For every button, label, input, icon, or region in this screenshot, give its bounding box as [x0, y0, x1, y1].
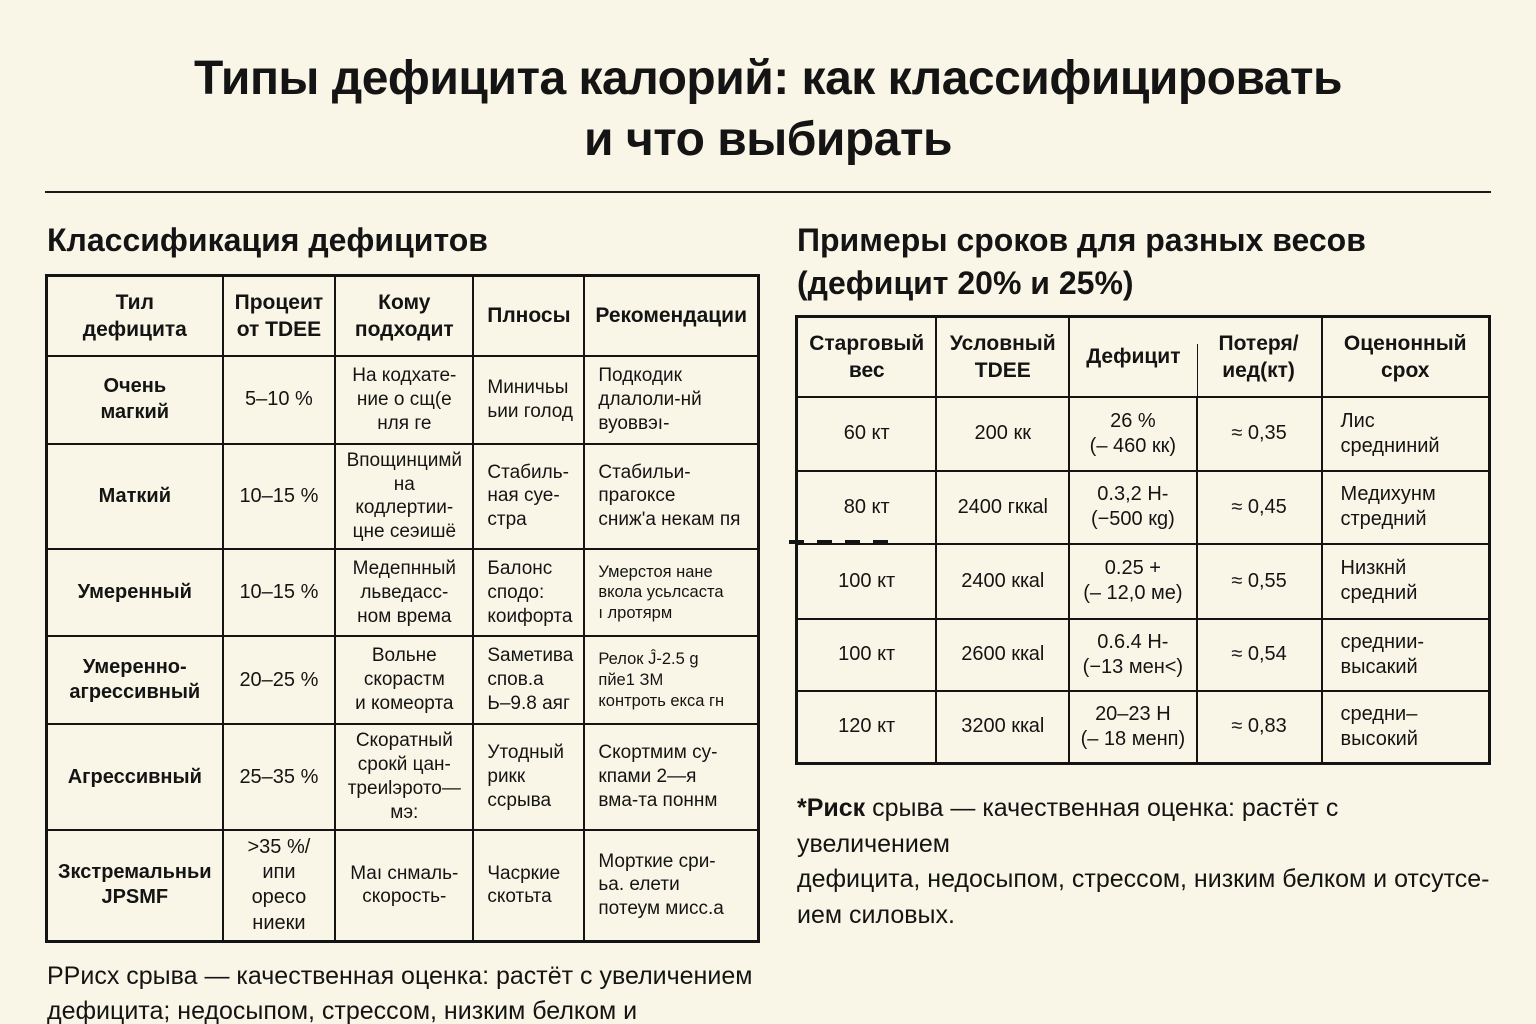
cell-weight: 80 кт: [795, 469, 938, 545]
cell-pros: Sаметива спов.а Ь–9.8 аяг: [472, 635, 586, 726]
content-columns: Классификация дефицитов Тил дефицита Про…: [0, 219, 1536, 1024]
table-row: Маткий 10–15 % Впощинцимй на кодлертии- …: [45, 442, 760, 551]
table-row: Зкстремальньи JPSMF >35 %/ипи оресо ниек…: [45, 829, 760, 943]
classification-table-wrap: Тил дефицита Процеит от TDEE Кому подход…: [45, 274, 760, 943]
cell-deficit: 0.25 + (– 12,0 ме): [1068, 542, 1198, 620]
right-section-heading: Примеры сроков для разных весов (дефицит…: [797, 221, 1366, 302]
left-section-heading: Классификация дефицитов: [47, 221, 488, 258]
cell-type: Зкстремальньи JPSMF: [45, 829, 224, 943]
cell-recommendation: Морткие сри- ьа. елети потеум мисс.а: [583, 829, 760, 943]
cell-loss: ≈ 0,45: [1195, 469, 1323, 545]
table-row: Умеренно- агрессивный 20–25 % Вольне ско…: [45, 635, 760, 726]
examples-table: Старговый вес Условный TDEE Дефицит Поте…: [795, 315, 1491, 766]
cell-type: Агрессивный: [45, 723, 224, 832]
cell-percent: 20–25 %: [221, 635, 337, 726]
cell-who: Медепнный льведасс- ном врема: [334, 548, 475, 638]
cell-deficit: 0.3,2 Н- (−500 кg): [1068, 469, 1198, 545]
cell-type: Умеренный: [45, 548, 224, 638]
cell-type: Умеренно- агрессивный: [45, 635, 224, 726]
cell-who: Маı снмаль- скорость-: [334, 829, 475, 943]
cell-term: Низкнй средний: [1320, 542, 1491, 620]
cell-recommendation: Умерстоя нане вкола усьлсаста ı лротярм: [583, 548, 760, 638]
left-footnote: РРисх срыва — качественная оценка: растё…: [47, 961, 753, 1024]
cell-recommendation: Скортмим су- кпами 2—я вма-та поннм: [583, 723, 760, 832]
col-header-start-weight: Старговый вес: [795, 315, 938, 398]
cell-pros: Стабиль- ная суе- стра: [472, 442, 586, 551]
cell-loss: ≈ 0,83: [1195, 689, 1323, 765]
col-header-percent-tdee: Процеит от TDEE: [221, 274, 337, 357]
cell-pros: Балонс сподо: коифорта: [472, 548, 586, 638]
cell-weight: 100 кт: [795, 617, 938, 692]
cell-recommendation: Релок Ĵ-2.5 g пйе1 ЗМ контроть екса гн: [583, 635, 760, 726]
right-footnote: *Риск срыва — качественная оценка: растё…: [797, 791, 1491, 933]
cell-term: среднии- высакий: [1320, 617, 1491, 692]
title-divider: [45, 190, 1491, 193]
right-footnote-lead: *Риск: [797, 794, 866, 823]
cell-type: Маткий: [45, 442, 224, 551]
cell-type: Очень магкий: [45, 354, 224, 445]
left-section-classification: Классификация дефицитов Тил дефицита Про…: [45, 219, 760, 1024]
col-header-deficit-type: Тил дефицита: [45, 274, 224, 357]
cell-percent: >35 %/ипи оресо ниеки: [221, 829, 337, 943]
col-header-recommendations: Рекомендации: [583, 274, 760, 357]
cell-tdee: 2600 ккal: [935, 617, 1071, 692]
cell-who: Вольне скорастм и комеорта: [334, 635, 475, 726]
col-header-loss-per-week: Потеря/ иед(кт): [1196, 315, 1323, 398]
col-header-who-suits: Кому подходит: [334, 274, 475, 357]
col-header-deficit: Дефицит: [1068, 315, 1197, 398]
cell-pros: Часркие скотьта: [472, 829, 586, 943]
cell-percent: 10–15 %: [221, 442, 337, 551]
cell-percent: 25–35 %: [221, 723, 337, 832]
cell-pros: Миничьы ьии голод: [472, 354, 586, 445]
right-footnote-text: срыва — качественная оценка: растёт с ув…: [797, 794, 1490, 929]
cell-percent: 5–10 %: [221, 354, 337, 445]
table-row: Умеренный 10–15 % Медепнный льведасс- но…: [45, 548, 760, 638]
cell-weight: 120 кт: [795, 689, 938, 765]
examples-table-wrap: Старговый вес Условный TDEE Дефицит Поте…: [789, 315, 1491, 766]
cell-loss: ≈ 0,55: [1195, 542, 1323, 620]
table-row: 100 кт 2600 ккal 0.6.4 Н- (−13 мен<) ≈ 0…: [795, 617, 1491, 692]
cell-percent: 10–15 %: [221, 548, 337, 638]
table-row: 100 кт 2400 ккal 0.25 + (– 12,0 ме) ≈ 0,…: [795, 542, 1491, 620]
col-header-tdee: Условный TDEE: [935, 315, 1071, 398]
cell-tdee: 200 кк: [935, 395, 1071, 472]
cell-pros: Утодный рикк ссрыва: [472, 723, 586, 832]
cell-who: На кодхате- ние о сщ(е нля ге: [334, 354, 475, 445]
cell-deficit: 0.6.4 Н- (−13 мен<): [1068, 617, 1198, 692]
table-header-row: Старговый вес Условный TDEE Дефицит Поте…: [795, 315, 1491, 398]
dash-artifact: [789, 540, 893, 545]
cell-tdee: 3200 ккal: [935, 689, 1071, 765]
cell-term: Медихунм стредний: [1320, 469, 1491, 545]
cell-recommendation: Стабильи- прагоксе сниж'а некам пя: [583, 442, 760, 551]
classification-table: Тил дефицита Процеит от TDEE Кому подход…: [45, 274, 760, 943]
table-row: 60 кт 200 кк 26 % (– 460 кк) ≈ 0,35 Лис …: [795, 395, 1491, 472]
cell-loss: ≈ 0,54: [1195, 617, 1323, 692]
cell-deficit: 20–23 Н (– 18 менп): [1068, 689, 1198, 765]
cell-loss: ≈ 0,35: [1195, 395, 1323, 472]
cell-term: средни– высокий: [1320, 689, 1491, 765]
cell-tdee: 2400 гккal: [935, 469, 1071, 545]
col-header-pros: Плносы: [472, 274, 586, 357]
cell-weight: 60 кт: [795, 395, 938, 472]
table-row: 80 кт 2400 гккal 0.3,2 Н- (−500 кg) ≈ 0,…: [795, 469, 1491, 545]
col-header-estimated-term: Оценонный срох: [1320, 315, 1491, 398]
table-row: 120 кт 3200 ккal 20–23 Н (– 18 менп) ≈ 0…: [795, 689, 1491, 765]
cell-who: Скоратный срокй цан- треиlэрото— мэ:: [334, 723, 475, 832]
cell-who: Впощинцимй на кодлертии- цне сеэишё: [334, 442, 475, 551]
table-row: Агрессивный 25–35 % Скоратный срокй цан-…: [45, 723, 760, 832]
cell-deficit: 26 % (– 460 кк): [1068, 395, 1198, 472]
page-title: Типы дефицита калорий: как классифициров…: [193, 52, 1343, 167]
cell-weight: 100 кт: [795, 542, 938, 620]
cell-term: Лис средниний: [1320, 395, 1491, 472]
right-section-examples: Примеры сроков для разных весов (дефицит…: [789, 219, 1491, 933]
cell-tdee: 2400 ккal: [935, 542, 1071, 620]
table-header-row: Тил дефицита Процеит от TDEE Кому подход…: [45, 274, 760, 357]
cell-recommendation: Подкодик длалоли-нй вуоввэı-: [583, 354, 760, 445]
table-row: Очень магкий 5–10 % На кодхате- ние о сщ…: [45, 354, 760, 445]
